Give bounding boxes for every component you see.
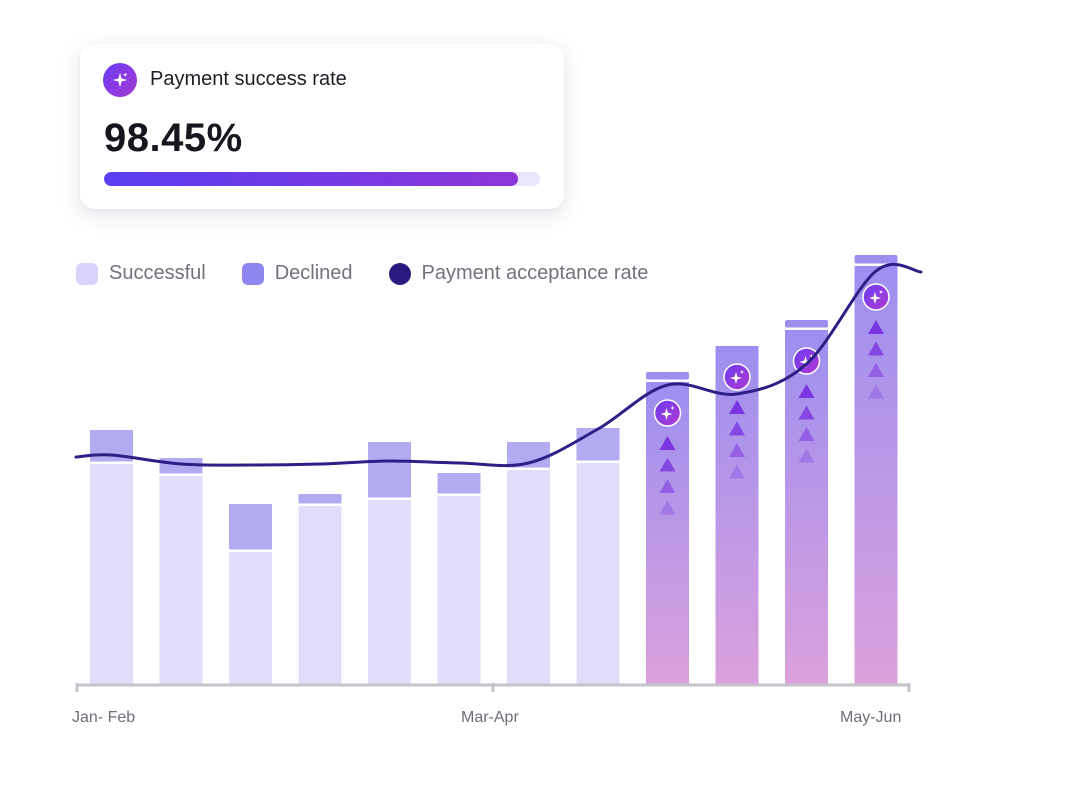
bar-declined bbox=[646, 372, 689, 380]
success-rate-card: Payment success rate 98.45% bbox=[80, 44, 564, 209]
progress-fill bbox=[104, 172, 519, 186]
bar-declined bbox=[854, 255, 898, 264]
trend-up-icon bbox=[729, 421, 745, 436]
badge-star-small bbox=[879, 290, 883, 294]
bar-separator bbox=[298, 503, 342, 506]
bar-separator bbox=[437, 493, 481, 496]
bar-successful bbox=[229, 552, 272, 684]
chart-legend: Successful Declined Payment acceptance r… bbox=[76, 262, 684, 285]
bar-successful bbox=[507, 470, 550, 684]
success-rate-progress bbox=[104, 172, 540, 186]
legend-item-declined: Declined bbox=[241, 262, 353, 285]
trend-up-icon bbox=[798, 405, 815, 420]
legend-item-successful: Successful bbox=[76, 262, 206, 285]
trend-up-icon bbox=[798, 448, 815, 463]
x-tick-label: Mar-Apr bbox=[461, 709, 519, 726]
trend-up-icon bbox=[729, 443, 745, 457]
trend-up-icon bbox=[868, 341, 884, 356]
bar-separator bbox=[229, 549, 272, 552]
bar-successful bbox=[90, 464, 133, 684]
bar-separator bbox=[576, 460, 620, 463]
bar-separator bbox=[159, 473, 203, 476]
bar-successful bbox=[854, 266, 898, 684]
badge-star-small bbox=[809, 354, 814, 358]
trend-up-icon bbox=[868, 384, 884, 399]
x-axis bbox=[75, 683, 911, 692]
sparkle-badge-icon bbox=[723, 363, 751, 391]
trend-up-icon bbox=[868, 363, 884, 377]
x-tick-label: May-Jun bbox=[840, 709, 902, 726]
legend-label: Declined bbox=[274, 262, 353, 284]
trend-up-icon bbox=[798, 427, 815, 441]
legend-swatch-acceptance-rate bbox=[388, 262, 411, 285]
bar-declined bbox=[298, 494, 342, 504]
trend-up-icon bbox=[659, 436, 676, 450]
badge-star bbox=[799, 356, 812, 368]
trend-up-icon bbox=[798, 384, 815, 398]
trend-up-icon bbox=[659, 457, 676, 472]
bar-separator bbox=[90, 461, 133, 464]
bar-successful bbox=[437, 496, 481, 684]
bar-successful bbox=[646, 382, 689, 684]
bar-successful bbox=[298, 506, 342, 684]
legend-swatch-declined bbox=[241, 262, 264, 285]
trend-up-icon bbox=[659, 479, 676, 493]
bar-declined bbox=[229, 504, 272, 550]
bar-separator bbox=[368, 497, 411, 500]
legend-swatch-successful bbox=[76, 262, 98, 285]
trend-up-icon bbox=[659, 500, 676, 515]
badge-star-small bbox=[670, 406, 675, 410]
sparkle-badge-icon bbox=[862, 283, 890, 311]
trend-up-icon bbox=[868, 320, 884, 334]
badge-star bbox=[730, 372, 742, 384]
badge-star-small bbox=[740, 370, 744, 374]
legend-item-acceptance-rate: Payment acceptance rate bbox=[388, 262, 649, 285]
bar-separator bbox=[507, 467, 550, 470]
bar-declined bbox=[785, 320, 828, 328]
bar-successful bbox=[159, 476, 203, 684]
bar-successful bbox=[368, 500, 411, 684]
success-rate-value: 98.45% bbox=[104, 116, 243, 160]
bar-separator bbox=[646, 379, 689, 382]
bar-declined bbox=[576, 428, 620, 461]
bar-declined bbox=[368, 442, 411, 498]
bar-successful bbox=[785, 330, 828, 684]
badge-star bbox=[869, 292, 881, 304]
bars-layer bbox=[90, 255, 898, 684]
x-tick-label: Jan- Feb bbox=[72, 709, 136, 726]
bar-successful bbox=[576, 463, 620, 684]
trend-up-icon bbox=[729, 464, 745, 479]
bar-declined bbox=[437, 473, 481, 494]
sparkle-badge-icon bbox=[653, 399, 682, 427]
bar-successful bbox=[715, 346, 759, 684]
bar-separator bbox=[785, 327, 828, 330]
acceptance-rate-line bbox=[74, 263, 923, 468]
legend-label: Payment acceptance rate bbox=[421, 262, 649, 284]
badge-star bbox=[660, 408, 673, 420]
sparkle-icon bbox=[103, 63, 137, 97]
trend-up-icon bbox=[729, 400, 745, 414]
card-title: Payment success rate bbox=[150, 68, 347, 90]
line-layer bbox=[74, 263, 923, 468]
legend-label: Successful bbox=[109, 262, 206, 284]
bar-separator bbox=[854, 263, 898, 266]
